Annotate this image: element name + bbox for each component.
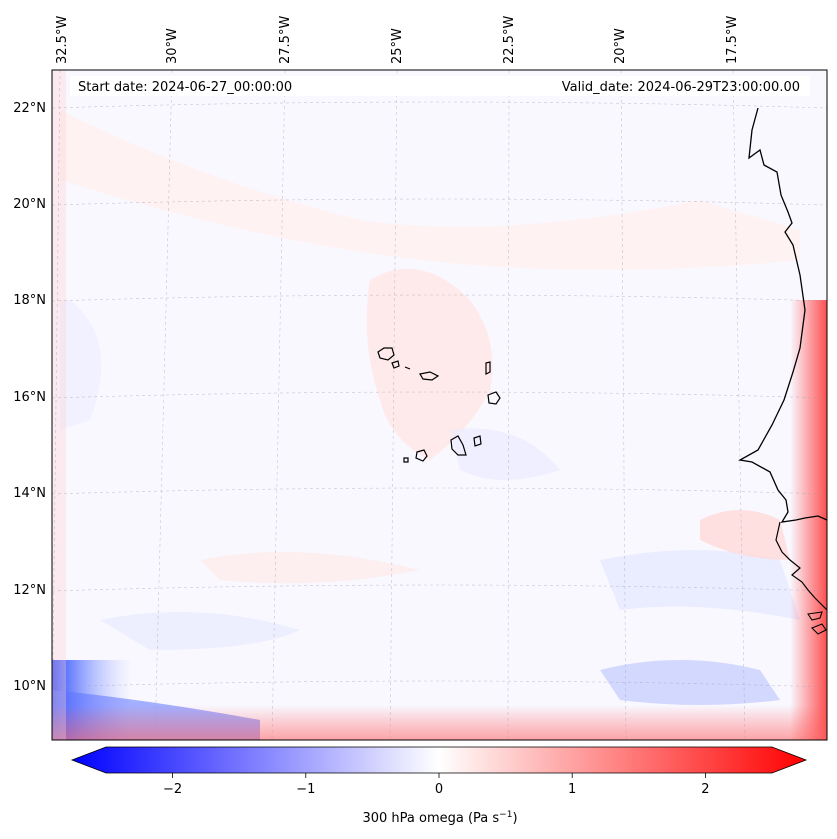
- map-frame: [51, 69, 828, 741]
- valid-date-label: Valid_date: 2024-06-29T23:00:00.00: [562, 80, 800, 95]
- lat-label: 12°N: [13, 583, 46, 598]
- cape-verde-islands: [377, 347, 501, 463]
- map-plot-area: Start date: 2024-06-27_00:00:00 Valid_da…: [52, 70, 827, 740]
- lat-label: 14°N: [13, 486, 46, 501]
- lon-label: 27.5°W: [278, 16, 293, 64]
- lon-label: 22.5°W: [502, 16, 517, 64]
- colorbar-tick-label: 2: [701, 782, 709, 797]
- colorbar-label: 300 hPa omega (Pa s−1): [362, 810, 517, 826]
- colorbar-ticks: −2 −1 0 1 2: [163, 773, 710, 797]
- lon-label: 25°W: [390, 28, 405, 64]
- lat-label: 16°N: [13, 390, 46, 405]
- lon-label: 17.5°W: [725, 16, 740, 64]
- longitude-labels: 32.5°W 30°W 27.5°W 25°W 22.5°W 20°W 17.5…: [55, 16, 740, 64]
- colorbar: −2 −1 0 1 2 300 hPa omega (Pa s−1): [70, 746, 808, 826]
- omega-field: [52, 70, 827, 740]
- lat-label: 20°N: [13, 197, 46, 212]
- lat-label: 10°N: [13, 679, 46, 694]
- lon-label: 30°W: [165, 28, 180, 64]
- lon-label: 32.5°W: [55, 16, 70, 64]
- colorbar-bar: [70, 746, 808, 774]
- colorbar-tick-label: −2: [163, 782, 182, 797]
- info-banner: [70, 76, 810, 96]
- colorbar-tick-label: 0: [435, 782, 443, 797]
- start-date-label: Start date: 2024-06-27_00:00:00: [78, 80, 292, 95]
- colorbar-tick-label: 1: [568, 782, 576, 797]
- bissagos-islands: [807, 611, 827, 635]
- colorbar-tick-label: −1: [296, 782, 315, 797]
- graticule: [52, 70, 827, 740]
- lat-label: 18°N: [13, 293, 46, 308]
- lat-label: 22°N: [13, 101, 46, 116]
- africa-coastline: [738, 107, 827, 523]
- lon-label: 20°W: [613, 28, 628, 64]
- latitude-labels: 22°N 20°N 18°N 16°N 14°N 12°N 10°N: [13, 101, 46, 694]
- gambia-guinea-coast: [775, 521, 827, 611]
